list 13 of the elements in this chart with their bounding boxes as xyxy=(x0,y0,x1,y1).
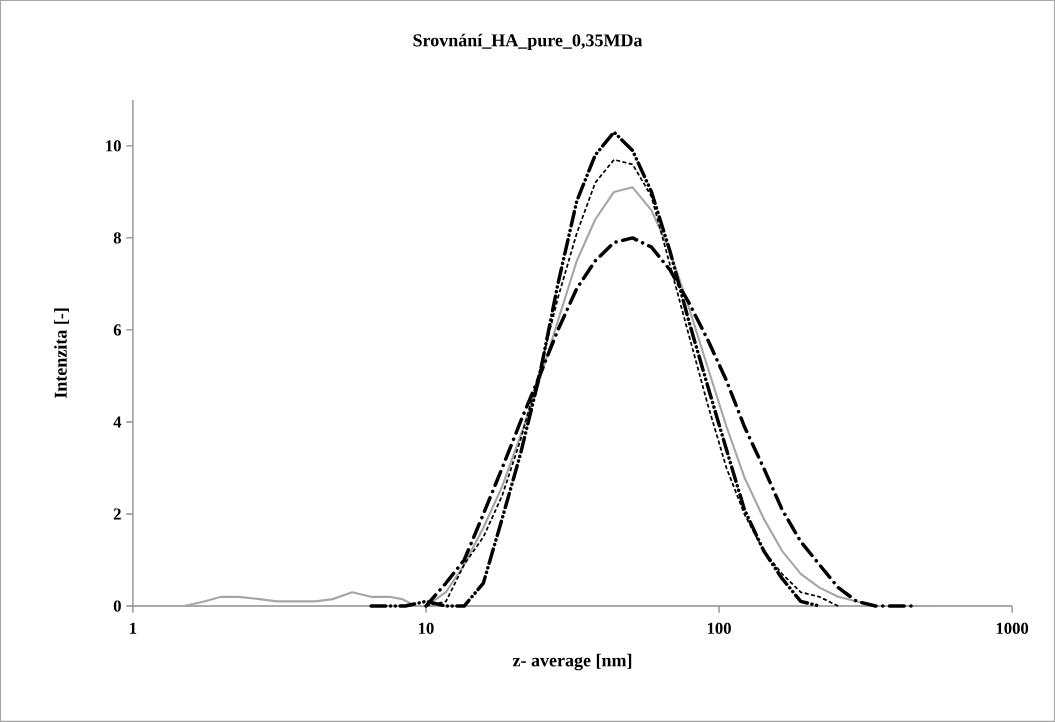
x-tick-label: 100 xyxy=(707,622,731,635)
y-tick-label: 8 xyxy=(113,232,121,244)
y-tick-label: 0 xyxy=(113,600,121,612)
y-tick-label: 4 xyxy=(113,416,122,428)
y-tick-label: 10 xyxy=(106,140,121,152)
x-axis-title: z- average [nm] xyxy=(512,653,632,671)
y-tick-label: 2 xyxy=(113,508,121,520)
x-tick-label: 10 xyxy=(418,622,434,635)
y-tick-label: 6 xyxy=(113,324,122,336)
x-tick-label: 1000 xyxy=(996,622,1029,635)
x-tick-label: 1 xyxy=(130,622,137,634)
y-axis-title: Intenzita [-] xyxy=(54,308,70,399)
chart-title: Srovnání_HA_pure_0,35MDa xyxy=(413,33,643,51)
